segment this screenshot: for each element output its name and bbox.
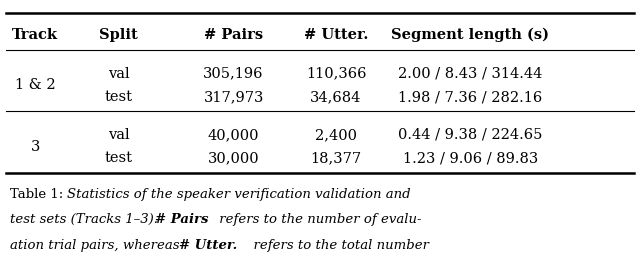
Text: test: test <box>104 90 132 104</box>
Text: 3: 3 <box>31 140 40 154</box>
Text: 305,196: 305,196 <box>204 67 264 81</box>
Text: 2.00 / 8.43 / 314.44: 2.00 / 8.43 / 314.44 <box>398 67 543 81</box>
Text: test sets (Tracks 1–3).: test sets (Tracks 1–3). <box>10 213 166 226</box>
Text: refers to the number of evalu-: refers to the number of evalu- <box>215 213 422 226</box>
Text: 18,377: 18,377 <box>310 152 362 165</box>
Text: # Pairs: # Pairs <box>155 213 209 226</box>
Text: 0.44 / 9.38 / 224.65: 0.44 / 9.38 / 224.65 <box>398 128 543 142</box>
Text: 34,684: 34,684 <box>310 90 362 104</box>
Text: Track: Track <box>12 28 58 42</box>
Text: val: val <box>108 128 129 142</box>
Text: 30,000: 30,000 <box>208 152 259 165</box>
Text: # Utter.: # Utter. <box>304 28 368 42</box>
Text: 2,400: 2,400 <box>315 128 357 142</box>
Text: 110,366: 110,366 <box>306 67 366 81</box>
Text: 1.98 / 7.36 / 282.16: 1.98 / 7.36 / 282.16 <box>398 90 543 104</box>
Text: 1 & 2: 1 & 2 <box>15 78 56 93</box>
Text: # Pairs: # Pairs <box>204 28 263 42</box>
Text: 317,973: 317,973 <box>204 90 264 104</box>
Text: Split: Split <box>99 28 138 42</box>
Text: val: val <box>108 67 129 81</box>
Text: 40,000: 40,000 <box>208 128 259 142</box>
Text: # Utter.: # Utter. <box>179 239 237 252</box>
Text: 1.23 / 9.06 / 89.83: 1.23 / 9.06 / 89.83 <box>403 152 538 165</box>
Text: Statistics of the speaker verification validation and: Statistics of the speaker verification v… <box>67 188 411 201</box>
Text: ation trial pairs, whereas: ation trial pairs, whereas <box>10 239 183 252</box>
Text: refers to the total number: refers to the total number <box>245 239 429 252</box>
Text: Segment length (s): Segment length (s) <box>392 28 549 42</box>
Text: Table 1:: Table 1: <box>10 188 67 201</box>
Text: test: test <box>104 152 132 165</box>
